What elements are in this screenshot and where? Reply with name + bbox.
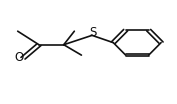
Text: S: S — [89, 26, 97, 39]
Text: O: O — [14, 51, 23, 64]
